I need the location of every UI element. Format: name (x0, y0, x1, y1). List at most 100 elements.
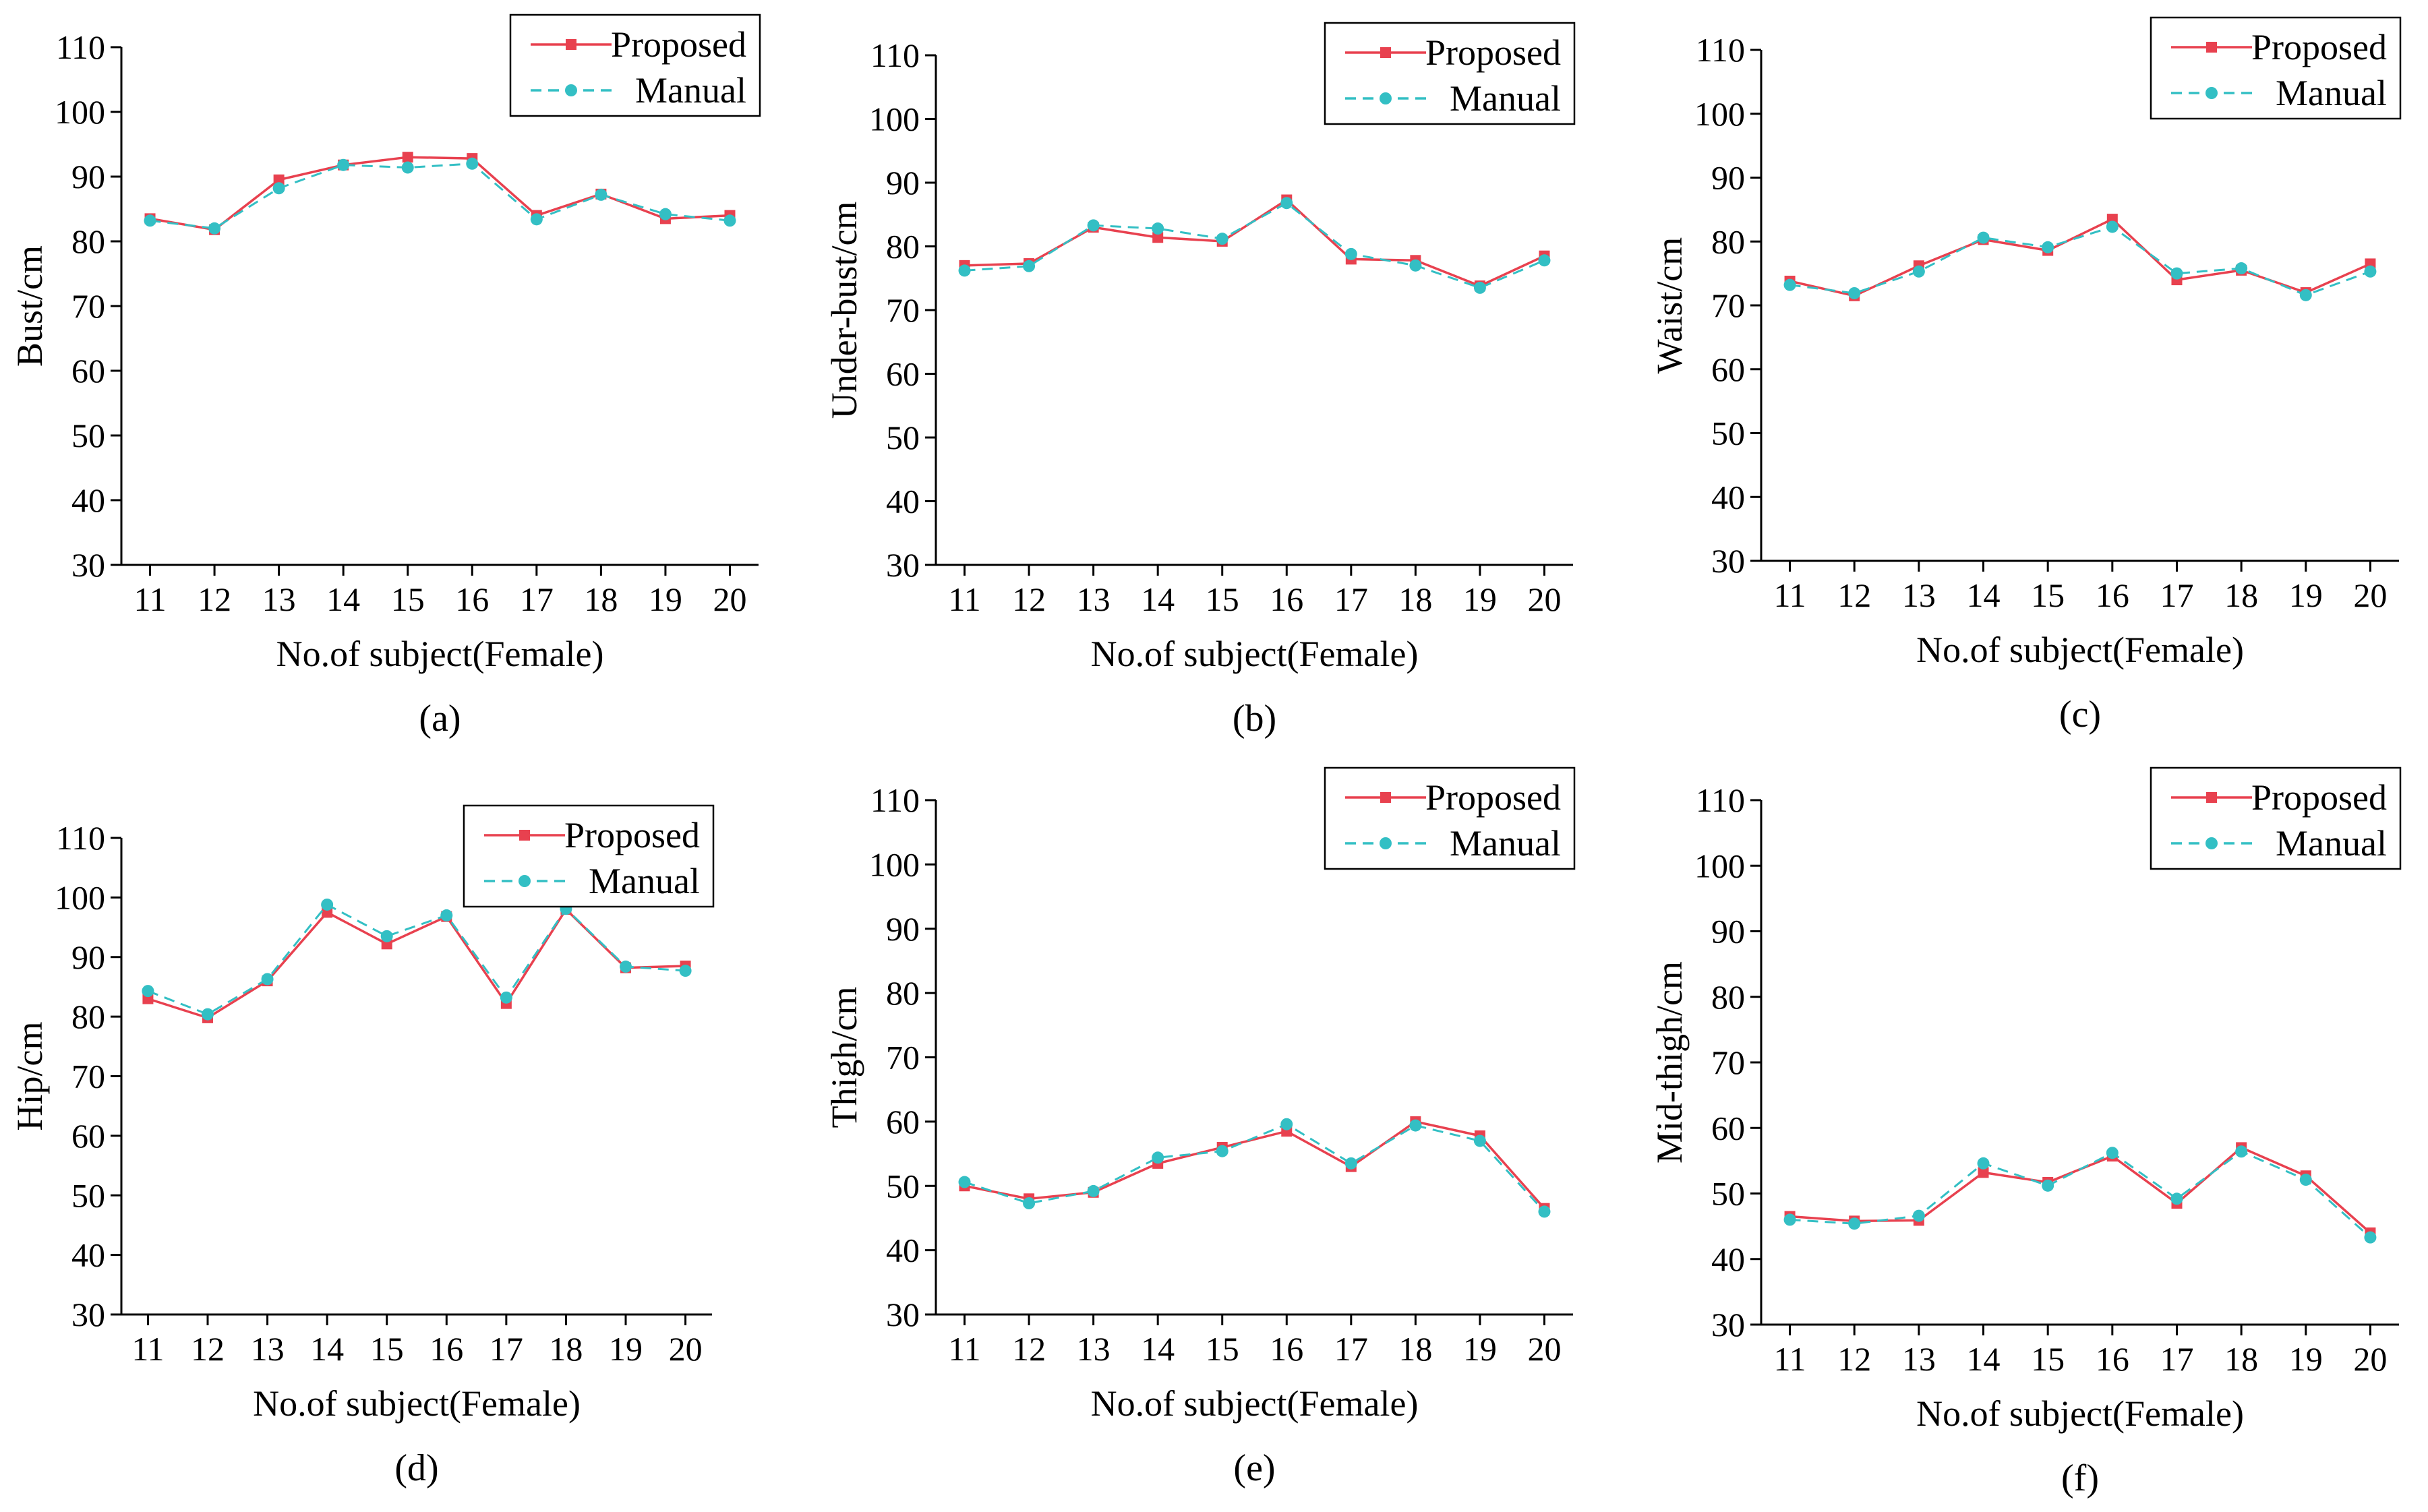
x-tick-label: 16 (2096, 576, 2129, 614)
x-tick-label: 13 (1077, 580, 1111, 618)
panel-label: (b) (1233, 698, 1276, 739)
x-tick-label: 19 (2289, 576, 2323, 614)
data-point-manual (1538, 1205, 1551, 1218)
y-tick-label: 80 (71, 222, 105, 260)
legend-label-manual: Manual (1450, 78, 1561, 119)
y-tick-label: 110 (56, 28, 105, 66)
panel-label: (e) (1233, 1447, 1275, 1489)
y-tick-label: 60 (1711, 1109, 1745, 1147)
y-tick-label: 80 (886, 974, 920, 1012)
series-line-manual (150, 162, 730, 230)
data-point-manual (1977, 1157, 1990, 1170)
y-tick-label: 60 (71, 352, 105, 390)
y-tick-label: 110 (870, 781, 920, 819)
x-tick-label: 14 (1967, 576, 2001, 614)
data-point-manual (2170, 267, 2183, 280)
legend: Proposed Manual (509, 13, 761, 117)
y-tick-label: 30 (71, 1296, 105, 1333)
data-point-manual (2042, 241, 2054, 253)
legend-box (2150, 766, 2402, 870)
x-tick-label: 16 (455, 580, 489, 618)
series-line-manual (1789, 1150, 2371, 1238)
y-tick-label: 70 (886, 1039, 920, 1077)
y-tick-label: 40 (1711, 478, 1745, 516)
legend-marker-proposed (1380, 792, 1391, 803)
legend-label-proposed: Proposed (2251, 777, 2387, 818)
data-point-manual (1783, 278, 1796, 291)
data-point-manual (201, 1008, 214, 1021)
data-point-manual (1977, 231, 1990, 244)
y-axis-title: Bust/cm (9, 245, 50, 367)
chart-panel-b: 30 40 50 60 70 80 90 100 110 11 12 13 14 15 16 17 18 19 20… (824, 22, 1576, 739)
x-tick-label: 19 (609, 1330, 643, 1368)
chart-panel-a: 30 40 50 60 70 80 90 100 110 11 12 13 14 15 16 17 18 19 20… (9, 13, 761, 739)
data-point-manual (1216, 1145, 1228, 1157)
x-tick-label: 17 (1334, 1330, 1368, 1368)
y-axis-title: Thigh/cm (824, 987, 864, 1128)
y-tick-label: 40 (71, 1236, 105, 1274)
x-tick-label: 13 (251, 1330, 285, 1368)
y-tick-label: 40 (886, 1232, 920, 1269)
x-tick-label: 18 (2224, 576, 2258, 614)
data-point-manual (1344, 247, 1357, 260)
x-tick-label: 13 (1902, 576, 1936, 614)
x-tick-label: 12 (1837, 576, 1871, 614)
x-tick-label: 14 (1967, 1340, 2001, 1378)
x-axis-title: No.of subject(Female) (276, 634, 604, 674)
y-tick-label: 100 (1694, 95, 1745, 133)
legend-marker-manual (2205, 837, 2218, 849)
y-tick-label: 50 (1711, 1175, 1745, 1213)
data-point-manual (2106, 220, 2119, 233)
x-tick-label: 14 (1141, 1330, 1175, 1368)
y-tick-label: 70 (71, 1058, 105, 1095)
x-tick-label: 13 (1077, 1330, 1111, 1368)
legend-box (1324, 766, 1576, 870)
data-point-manual (595, 188, 608, 201)
x-axis-title: No.of subject(Female) (1916, 630, 2244, 670)
series-line-manual (1789, 225, 2371, 297)
x-tick-label: 19 (649, 580, 682, 618)
x-tick-label: 16 (1270, 580, 1303, 618)
x-tick-label: 12 (198, 580, 231, 618)
data-point-manual (1023, 260, 1036, 272)
y-tick-label: 60 (71, 1117, 105, 1155)
x-tick-label: 20 (713, 580, 746, 618)
y-tick-label: 90 (886, 164, 920, 202)
x-tick-label: 14 (1141, 580, 1175, 618)
data-point-manual (321, 898, 334, 911)
data-point-proposed (1152, 232, 1164, 243)
data-point-manual (1409, 259, 1422, 272)
y-tick-label: 100 (1694, 847, 1745, 884)
x-tick-label: 11 (131, 1330, 164, 1368)
data-point-manual (659, 208, 672, 220)
legend: Proposed Manual (1324, 766, 1576, 870)
x-tick-label: 11 (1773, 1340, 1806, 1378)
legend-label-proposed: Proposed (564, 815, 700, 855)
x-tick-label: 15 (2031, 576, 2065, 614)
x-tick-label: 16 (1270, 1330, 1303, 1368)
series-line-proposed (1789, 217, 2371, 297)
data-point-manual (401, 161, 414, 174)
x-tick-label: 17 (490, 1330, 523, 1368)
x-tick-label: 20 (2353, 1340, 2387, 1378)
data-point-manual (337, 158, 350, 171)
data-point-manual (1409, 1119, 1422, 1132)
x-tick-label: 20 (2353, 576, 2387, 614)
legend: Proposed Manual (2150, 766, 2402, 870)
y-tick-label: 40 (1711, 1240, 1745, 1278)
legend-label-manual: Manual (635, 70, 746, 111)
data-point-proposed (273, 174, 285, 185)
data-point-manual (2235, 262, 2248, 275)
data-point-manual (1344, 1157, 1357, 1170)
legend-marker-manual (2205, 87, 2218, 99)
y-tick-label: 90 (71, 938, 105, 976)
chart-panel-e: 30 40 50 60 70 80 90 100 110 11 12 13 14 15 16 17 18 19 20… (824, 766, 1576, 1489)
data-point-manual (2170, 1192, 2183, 1205)
x-tick-label: 20 (1527, 580, 1561, 618)
x-tick-label: 14 (326, 580, 360, 618)
legend-marker-manual (1380, 837, 1392, 849)
data-point-manual (144, 214, 156, 227)
chart-panel-f: 30 40 50 60 70 80 90 100 110 11 12 13 14 15 16 17 18 19 20… (1649, 766, 2402, 1499)
legend: Proposed Manual (1324, 22, 1576, 125)
